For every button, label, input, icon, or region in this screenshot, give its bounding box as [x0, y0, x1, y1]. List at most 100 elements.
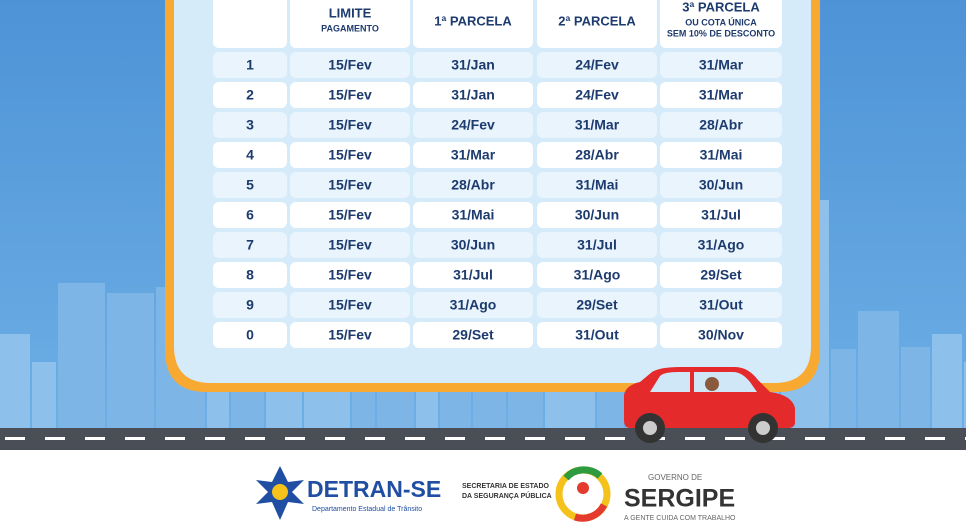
cell-text: 31/Mai [576, 177, 619, 193]
cell-text: 15/Fev [328, 87, 372, 103]
cell-text: 2 [246, 87, 254, 103]
cell-text: 28/Abr [451, 177, 495, 193]
driver [705, 377, 719, 391]
cell-text: 24/Fev [575, 57, 619, 73]
building [107, 293, 154, 428]
cell-text: 24/Fev [575, 87, 619, 103]
cell-text: 30/Nov [698, 327, 744, 343]
cell [413, 142, 533, 168]
road-dash [125, 437, 145, 440]
car [624, 367, 795, 443]
cell [537, 262, 657, 288]
cell [213, 52, 287, 78]
cell [660, 82, 782, 108]
car-window [650, 372, 690, 392]
cell [290, 112, 410, 138]
road-dash [685, 437, 705, 440]
header-text: 3ª PARCELA [682, 0, 760, 14]
logo-ring [573, 503, 608, 522]
detran-emblem-center [272, 484, 288, 500]
building [932, 334, 962, 428]
building [901, 347, 930, 428]
cell-text: 3 [246, 117, 254, 133]
cell-text: 15/Fev [328, 267, 372, 283]
cell [537, 112, 657, 138]
cell [660, 52, 782, 78]
header-text: OU COTA ÚNICA [685, 16, 757, 27]
cell-text: 15/Fev [328, 147, 372, 163]
cell-text: 7 [246, 237, 254, 253]
cell-text: 15/Fev [328, 117, 372, 133]
cell [213, 142, 287, 168]
cell [290, 202, 410, 228]
header-text: 2ª PARCELA [558, 13, 636, 28]
cell [290, 322, 410, 348]
governo-slogan: A GENTE CUIDA COM TRABALHO [624, 515, 736, 522]
cell [213, 322, 287, 348]
road-dash [285, 437, 305, 440]
cell-text: 30/Jun [451, 237, 495, 253]
cell-text: 15/Fev [328, 327, 372, 343]
header-cell [290, 0, 410, 48]
cell [413, 232, 533, 258]
cell [660, 202, 782, 228]
road-dash [925, 437, 945, 440]
logo-ring [563, 466, 603, 481]
hubcap [756, 421, 770, 435]
cell-text: 8 [246, 267, 254, 283]
cell [413, 82, 533, 108]
cell-text: 31/Mar [575, 117, 620, 133]
building [58, 283, 105, 428]
governo-name: SERGIPE [624, 485, 735, 513]
cell [413, 262, 533, 288]
cell [290, 232, 410, 258]
governo-prefix: GOVERNO DE [648, 473, 702, 482]
cell [537, 292, 657, 318]
road-dash [725, 437, 745, 440]
cell [537, 232, 657, 258]
cell-text: 31/Ago [698, 237, 745, 253]
cell-text: 31/Mar [699, 57, 744, 73]
header-cell [213, 0, 287, 48]
table: LIMITE PAGAMENTO 1ª PARCELA 2ª PARCELA 3ª PA… [213, 0, 782, 348]
cell [290, 82, 410, 108]
cell-text: 24/Fev [451, 117, 495, 133]
secretaria-line: DA SEGURANÇA PÚBLICA [462, 491, 552, 500]
road-dash [205, 437, 225, 440]
cell-text: 31/Jul [577, 237, 617, 253]
road-markings [5, 437, 966, 440]
cell [660, 112, 782, 138]
road-dash [325, 437, 345, 440]
cell [537, 202, 657, 228]
cell-text: 31/Jul [701, 207, 741, 223]
cell [290, 262, 410, 288]
road-dash [365, 437, 385, 440]
cell [413, 112, 533, 138]
road-dash [885, 437, 905, 440]
cell [537, 172, 657, 198]
cell-text: 15/Fev [328, 207, 372, 223]
cell [290, 142, 410, 168]
building [32, 362, 56, 428]
road-dash [525, 437, 545, 440]
cell [537, 82, 657, 108]
road-dash [85, 437, 105, 440]
cell [213, 82, 287, 108]
cell-text: 31/Jan [451, 57, 495, 73]
road-dash [485, 437, 505, 440]
cell [660, 232, 782, 258]
hubcap [643, 421, 657, 435]
cell-text: 31/Mar [699, 87, 744, 103]
cell-text: 31/Ago [450, 297, 497, 313]
road-dash [845, 437, 865, 440]
cell [213, 202, 287, 228]
cell-text: 30/Jun [699, 177, 743, 193]
cell-text: 0 [246, 327, 254, 343]
cell [290, 172, 410, 198]
cell [213, 172, 287, 198]
road-dash [405, 437, 425, 440]
cell-text: 31/Out [699, 297, 743, 313]
sergipe-logo: GOVERNO DE SERGIPE A GENTE CUIDA COM TRA… [555, 466, 736, 522]
